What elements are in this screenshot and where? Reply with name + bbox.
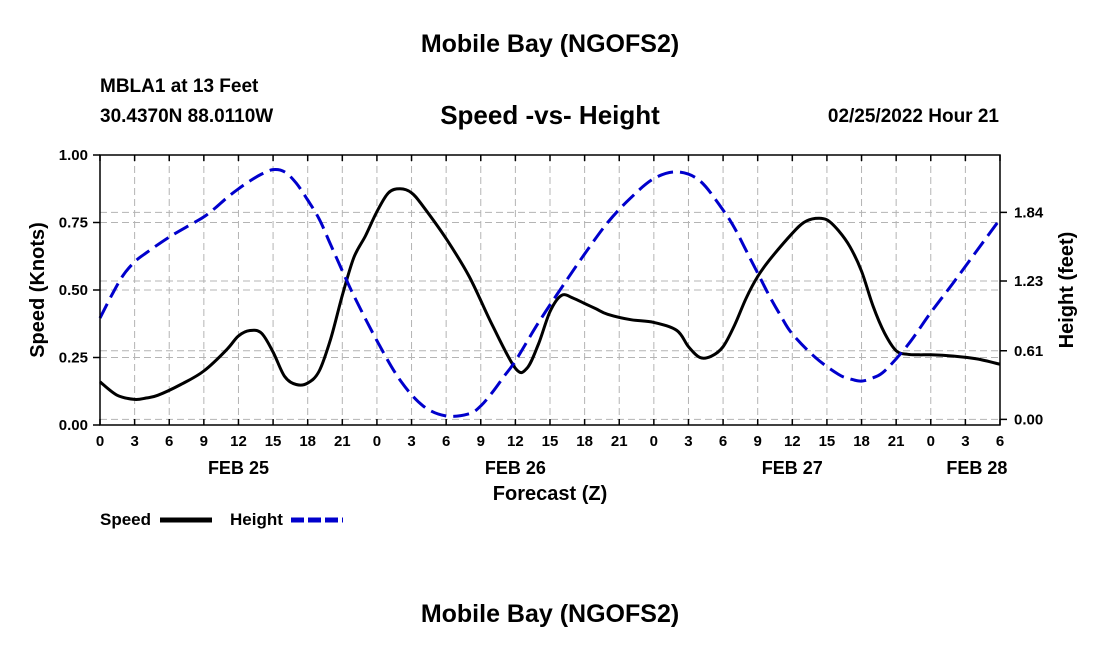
height-series-line: [98, 167, 1002, 418]
y-tick-label: 0.50: [59, 282, 88, 299]
x-tick-label: 3: [407, 433, 415, 450]
y-tick-label: 1.00: [59, 147, 88, 164]
x-date-label: FEB 27: [762, 458, 823, 478]
x-tick-label: 15: [265, 433, 282, 450]
x-tick-label: 0: [927, 433, 935, 450]
y-tick-label: 0.75: [59, 215, 88, 232]
x-tick-label: 0: [650, 433, 658, 450]
x-tick-label: 21: [334, 433, 351, 450]
y2-tick-label: 1.23: [1014, 273, 1043, 290]
x-tick-label: 0: [96, 433, 104, 450]
y2-tick-label: 0.00: [1014, 411, 1043, 428]
station-label: MBLA1 at 13 Feet: [100, 76, 259, 97]
station-coordinates: 30.4370N 88.0110W: [100, 106, 274, 127]
x-axis-label: Forecast (Z): [493, 483, 607, 505]
speed-series-line: [99, 187, 1001, 401]
x-tick-label: 15: [542, 433, 559, 450]
x-tick-label: 6: [442, 433, 450, 450]
x-tick-label: 12: [507, 433, 524, 450]
x-tick-label: 18: [853, 433, 870, 450]
forecast-datetime: 02/25/2022 Hour 21: [827, 106, 999, 127]
x-tick-label: 12: [784, 433, 801, 450]
x-tick-label: 6: [719, 433, 727, 450]
chart-subtitle: Speed -vs- Height: [440, 100, 660, 130]
series-layer: [98, 167, 1002, 418]
x-tick-label: 3: [684, 433, 692, 450]
x-tick-label: 21: [888, 433, 905, 450]
y-tick-label: 0.25: [59, 350, 88, 367]
x-tick-label: 9: [754, 433, 762, 450]
axis-layer: 0 3 6 9 12 15 18 21 0 3 6 9 12 15 18 21 0 3 6 9 12 15 18 21 0 3 6 F…: [59, 147, 1044, 478]
x-tick-label: 21: [611, 433, 628, 450]
y-tick-label: 0.00: [59, 417, 88, 434]
x-tick-label: 9: [477, 433, 485, 450]
x-tick-label: 3: [961, 433, 969, 450]
x-date-label: FEB 28: [946, 458, 1007, 478]
y-axis-label: Speed (Knots): [27, 222, 49, 358]
y2-tick-label: 1.84: [1014, 204, 1044, 221]
y2-tick-label: 0.61: [1014, 343, 1043, 360]
second-chart-title: Mobile Bay (NGOFS2): [420, 600, 680, 628]
speed-height-chart: 0 3 6 9 12 15 18 21 0 3 6 9 12 15 18 21 0 3 6 9 12 15 18 21 0 3 6 F…: [27, 147, 1078, 529]
x-tick-label: 18: [299, 433, 316, 450]
y2-axis-label: Height (feet): [1056, 232, 1078, 349]
x-tick-label: 18: [576, 433, 593, 450]
x-tick-label: 6: [996, 433, 1004, 450]
x-tick-label: 12: [230, 433, 247, 450]
x-date-label: FEB 25: [208, 458, 269, 478]
x-tick-label: 0: [373, 433, 381, 450]
x-date-label: FEB 26: [485, 458, 546, 478]
x-tick-label: 3: [130, 433, 138, 450]
x-tick-label: 9: [200, 433, 208, 450]
chart-main-title: Mobile Bay (NGOFS2): [420, 30, 680, 58]
legend-speed-label: Speed: [100, 510, 151, 529]
x-tick-label: 15: [819, 433, 836, 450]
grid-layer: [100, 155, 1000, 425]
legend-height-label: Height: [230, 510, 283, 529]
x-tick-label: 6: [165, 433, 173, 450]
legend: Speed Height: [100, 510, 343, 529]
